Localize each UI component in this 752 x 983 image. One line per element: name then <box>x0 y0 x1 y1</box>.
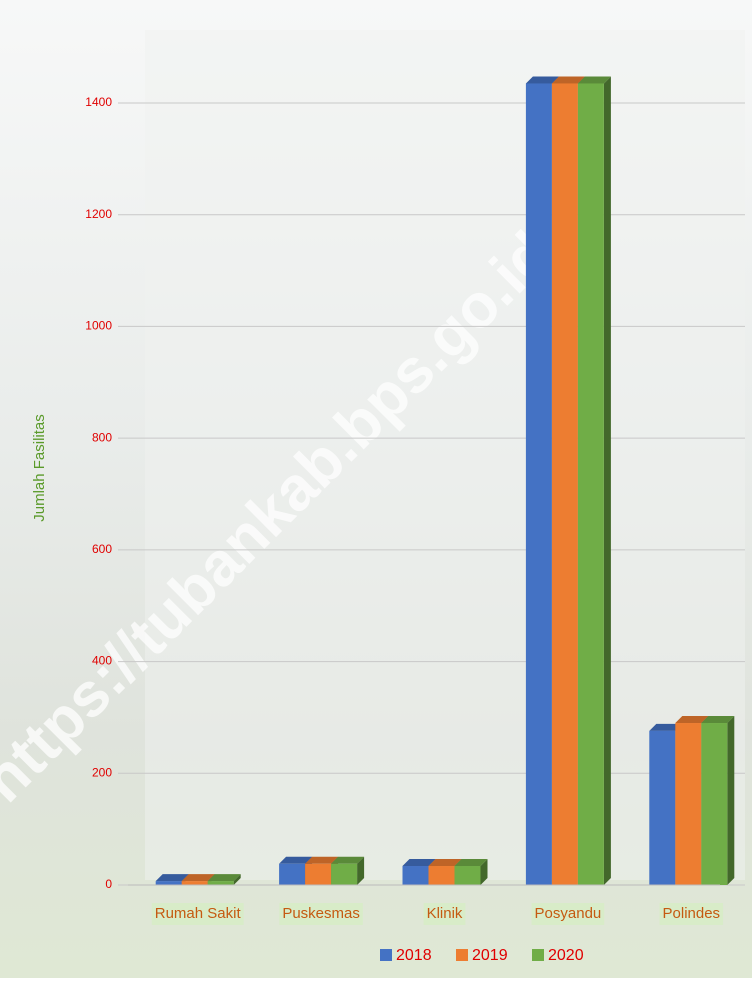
bar-top <box>279 856 313 864</box>
x-tick-label: Polindes <box>663 905 721 922</box>
bar-side <box>603 76 611 885</box>
x-tick-label: Puskesmas <box>282 905 360 922</box>
legend-swatch <box>380 949 392 961</box>
bar-top <box>577 76 611 84</box>
bar-top <box>525 76 559 84</box>
bar <box>305 863 332 885</box>
bar <box>675 723 702 885</box>
y-tick-label: 200 <box>92 765 112 779</box>
bar <box>454 866 481 885</box>
bar-top <box>305 856 339 864</box>
bar-side <box>233 874 241 885</box>
legend-swatch <box>532 949 544 961</box>
bar <box>207 881 234 885</box>
y-axis-title: Jumlah Fasilitas <box>31 414 48 522</box>
legend-label: 2018 <box>396 947 432 964</box>
bar <box>577 83 604 885</box>
legend-label: 2020 <box>548 947 584 964</box>
x-tick-label-bg <box>423 903 466 925</box>
y-tick-label: 600 <box>92 542 112 556</box>
y-tick-label: 400 <box>92 654 112 668</box>
bar <box>331 863 358 885</box>
bar-top <box>649 723 683 731</box>
bar <box>181 881 208 885</box>
bar-top <box>701 716 735 724</box>
legend-label: 2019 <box>472 947 508 964</box>
x-tick-label: Klinik <box>427 905 463 922</box>
y-tick-label: 1200 <box>85 207 112 221</box>
bar <box>279 863 306 885</box>
bar-top <box>454 859 488 867</box>
bar-top <box>551 76 585 84</box>
plot-backwall <box>145 30 745 880</box>
y-tick-label: 1000 <box>85 319 112 333</box>
bar <box>701 723 728 885</box>
bar-side <box>357 856 365 885</box>
x-tick-label: Posyandu <box>535 905 602 922</box>
bar <box>402 866 429 885</box>
bar <box>551 83 578 885</box>
bar-top <box>181 874 215 882</box>
y-tick-label: 800 <box>92 430 112 444</box>
bar-side <box>480 859 488 885</box>
bar-top <box>402 859 436 867</box>
x-tick-label-bg <box>279 903 363 925</box>
bar <box>525 83 552 885</box>
y-tick-label: 0 <box>105 877 112 891</box>
x-tick-label-bg <box>659 903 724 925</box>
bar-top <box>155 874 189 882</box>
bar-top <box>207 874 241 882</box>
x-tick-label-bg <box>151 903 244 925</box>
bar <box>428 866 455 885</box>
bar-top <box>428 859 462 867</box>
bar <box>649 730 676 885</box>
bar-top <box>675 716 709 724</box>
x-tick-label: Rumah Sakit <box>155 905 242 922</box>
bar-top <box>331 856 365 864</box>
y-tick-label: 1400 <box>85 95 112 109</box>
x-tick-label-bg <box>531 903 605 925</box>
bar <box>155 881 182 885</box>
legend-swatch <box>456 949 468 961</box>
bar-side <box>727 716 735 885</box>
